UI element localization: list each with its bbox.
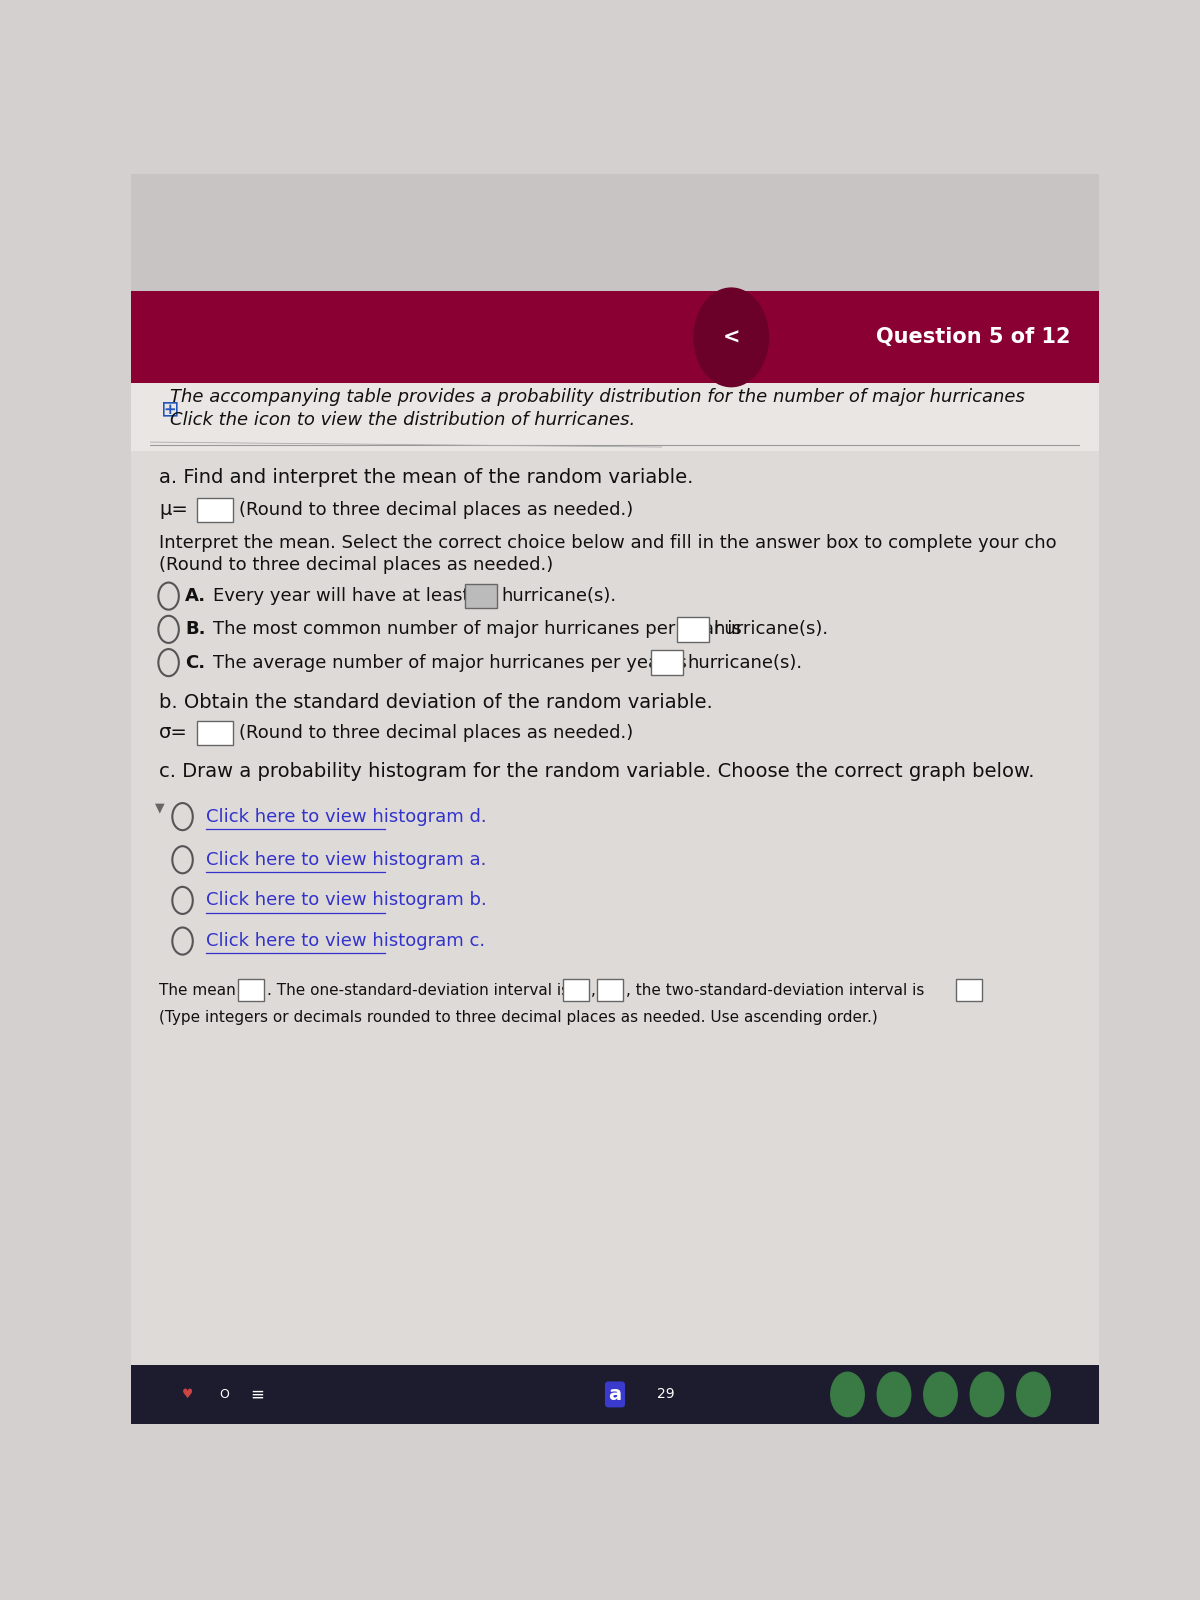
Text: Click the icon to view the distribution of hurricanes.: Click the icon to view the distribution … bbox=[170, 411, 636, 429]
FancyBboxPatch shape bbox=[132, 379, 1099, 451]
Circle shape bbox=[877, 1373, 911, 1416]
Text: Interpret the mean. Select the correct choice below and fill in the answer box t: Interpret the mean. Select the correct c… bbox=[160, 534, 1057, 552]
FancyBboxPatch shape bbox=[132, 379, 1099, 1424]
Text: hurricane(s).: hurricane(s). bbox=[502, 587, 617, 605]
Text: The average number of major hurricanes per year is: The average number of major hurricanes p… bbox=[214, 654, 688, 672]
FancyBboxPatch shape bbox=[563, 979, 589, 1002]
FancyBboxPatch shape bbox=[466, 584, 497, 608]
Text: Click here to view histogram c.: Click here to view histogram c. bbox=[206, 933, 485, 950]
Circle shape bbox=[924, 1373, 958, 1416]
Text: a: a bbox=[608, 1386, 622, 1403]
FancyBboxPatch shape bbox=[132, 291, 1099, 382]
FancyBboxPatch shape bbox=[132, 173, 1099, 296]
Text: O: O bbox=[220, 1387, 229, 1402]
Text: a. Find and interpret the mean of the random variable.: a. Find and interpret the mean of the ra… bbox=[160, 469, 694, 488]
Text: . The one-standard-deviation interval is: . The one-standard-deviation interval is bbox=[268, 982, 569, 998]
Text: , the two-standard-deviation interval is: , the two-standard-deviation interval is bbox=[626, 982, 924, 998]
Text: hurricane(s).: hurricane(s). bbox=[688, 654, 803, 672]
Text: σ=: σ= bbox=[160, 723, 188, 742]
Text: (Round to three decimal places as needed.): (Round to three decimal places as needed… bbox=[239, 501, 634, 518]
Text: C.: C. bbox=[185, 654, 205, 672]
Text: ⊞: ⊞ bbox=[161, 400, 180, 421]
Text: c. Draw a probability histogram for the random variable. Choose the correct grap: c. Draw a probability histogram for the … bbox=[160, 762, 1034, 781]
Text: The accompanying table provides a probability distribution for the number of maj: The accompanying table provides a probab… bbox=[170, 387, 1025, 405]
Circle shape bbox=[694, 288, 768, 387]
Circle shape bbox=[971, 1373, 1003, 1416]
Text: (Round to three decimal places as needed.): (Round to three decimal places as needed… bbox=[239, 723, 634, 742]
Circle shape bbox=[830, 1373, 864, 1416]
FancyBboxPatch shape bbox=[652, 650, 683, 675]
FancyBboxPatch shape bbox=[132, 1365, 1099, 1424]
FancyBboxPatch shape bbox=[956, 979, 983, 1002]
FancyBboxPatch shape bbox=[598, 979, 623, 1002]
Text: hurricane(s).: hurricane(s). bbox=[714, 621, 829, 638]
Text: μ=: μ= bbox=[160, 501, 188, 520]
FancyBboxPatch shape bbox=[198, 498, 233, 522]
FancyBboxPatch shape bbox=[239, 979, 264, 1002]
Text: Click here to view histogram a.: Click here to view histogram a. bbox=[206, 851, 486, 869]
Text: Question 5 of 12: Question 5 of 12 bbox=[876, 328, 1070, 347]
Text: b. Obtain the standard deviation of the random variable.: b. Obtain the standard deviation of the … bbox=[160, 693, 713, 712]
Text: ♥: ♥ bbox=[181, 1387, 193, 1402]
Text: Click here to view histogram b.: Click here to view histogram b. bbox=[206, 891, 486, 909]
Text: ▼: ▼ bbox=[155, 802, 164, 814]
Text: (Round to three decimal places as needed.): (Round to three decimal places as needed… bbox=[160, 557, 553, 574]
Text: (Type integers or decimals rounded to three decimal places as needed. Use ascend: (Type integers or decimals rounded to th… bbox=[160, 1010, 878, 1026]
Text: The most common number of major hurricanes per year is: The most common number of major hurrican… bbox=[214, 621, 742, 638]
Text: 29: 29 bbox=[658, 1387, 674, 1402]
Text: Click here to view histogram d.: Click here to view histogram d. bbox=[206, 808, 486, 826]
Text: B.: B. bbox=[185, 621, 206, 638]
FancyBboxPatch shape bbox=[198, 720, 233, 746]
FancyBboxPatch shape bbox=[677, 618, 709, 642]
Text: The mean is: The mean is bbox=[160, 982, 253, 998]
Text: Every year will have at least: Every year will have at least bbox=[214, 587, 469, 605]
Text: ≡: ≡ bbox=[250, 1386, 264, 1403]
Text: <: < bbox=[722, 328, 740, 347]
Text: A.: A. bbox=[185, 587, 206, 605]
Circle shape bbox=[1016, 1373, 1050, 1416]
Text: ,: , bbox=[590, 982, 595, 998]
